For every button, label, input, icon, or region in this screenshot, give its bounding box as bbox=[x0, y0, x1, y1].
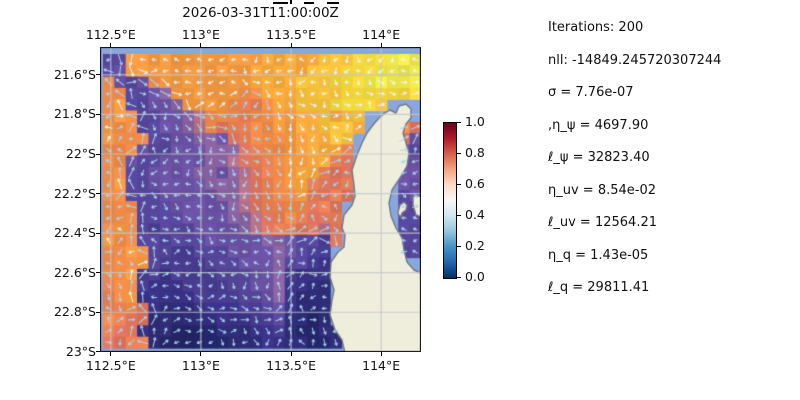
stat-line-3: ,η_ψ = 4697.90 bbox=[548, 117, 649, 133]
colorbar-tick-label: 0.4 bbox=[465, 207, 485, 222]
y-axis-tick-label: 23°S bbox=[65, 343, 96, 359]
y-axis-tick-label: 22.6°S bbox=[53, 264, 96, 280]
y-axis-tick bbox=[96, 193, 100, 195]
x-axis-tick-label-bottom: 113.5°E bbox=[266, 358, 317, 373]
y-axis-tick bbox=[96, 272, 100, 274]
y-axis-tick bbox=[96, 74, 100, 76]
x-axis-tick bbox=[290, 43, 292, 47]
y-axis-tick bbox=[96, 113, 100, 115]
colorbar-tick-label: 0.0 bbox=[465, 269, 485, 284]
stat-line-5: η_uv = 8.54e-02 bbox=[548, 182, 657, 198]
colorbar-tick bbox=[457, 183, 461, 185]
x-axis-tick-label-top: 114°E bbox=[362, 27, 401, 42]
y-axis-tick-label: 22.4°S bbox=[53, 225, 96, 241]
x-axis-tick-label-top: 113.5°E bbox=[266, 27, 317, 42]
colorbar-tick bbox=[457, 152, 461, 154]
y-axis-tick-label: 21.6°S bbox=[53, 66, 96, 82]
colorbar-tick-label: 0.6 bbox=[465, 176, 485, 191]
clipped-text-artifact bbox=[304, 2, 314, 4]
stat-line-2: σ = 7.76e-07 bbox=[548, 85, 634, 100]
stat-line-8: ℓ_q = 29811.41 bbox=[548, 280, 650, 295]
colorbar-tick-label: 0.2 bbox=[465, 238, 485, 253]
figure-title: 2026-03-31T11:00:00Z bbox=[182, 5, 339, 21]
stat-line-1: nll: -14849.245720307244 bbox=[548, 52, 722, 68]
clipped-text-artifact bbox=[327, 2, 339, 4]
stat-line-7: η_q = 1.43e-05 bbox=[548, 247, 649, 263]
stat-line-4: ℓ_ψ = 32823.40 bbox=[548, 150, 650, 165]
colorbar-tick bbox=[457, 121, 461, 123]
x-axis-tick bbox=[380, 352, 382, 356]
x-axis-tick-label-bottom: 112.5°E bbox=[85, 358, 136, 373]
x-axis-tick-label-top: 113°E bbox=[181, 27, 220, 42]
colorbar-tick bbox=[457, 214, 461, 216]
stat-line-6: ℓ_uv = 12564.21 bbox=[548, 215, 657, 230]
x-axis-tick bbox=[110, 43, 112, 47]
clipped-text-artifact bbox=[290, 0, 292, 4]
stats-panel: Iterations: 200 nll: -14849.245720307244 σ… bbox=[548, 0, 798, 400]
y-axis-tick-label: 21.8°S bbox=[53, 106, 96, 122]
x-axis-tick bbox=[200, 352, 202, 356]
colorbar-tick bbox=[457, 276, 461, 278]
colorbar-tick bbox=[457, 245, 461, 247]
x-axis-tick-label-bottom: 113°E bbox=[181, 358, 220, 373]
x-axis-tick bbox=[200, 43, 202, 47]
x-axis-tick bbox=[290, 352, 292, 356]
x-axis-tick-label-top: 112.5°E bbox=[85, 27, 136, 42]
y-axis-tick bbox=[96, 232, 100, 234]
stat-line-0: Iterations: 200 bbox=[548, 20, 644, 35]
y-axis-tick bbox=[96, 311, 100, 313]
clipped-text-artifact bbox=[273, 2, 288, 4]
map-canvas bbox=[100, 47, 421, 352]
y-axis-tick-label: 22°S bbox=[65, 146, 96, 161]
x-axis-tick-label-bottom: 114°E bbox=[362, 358, 401, 373]
colorbar-tick-label: 1.0 bbox=[465, 114, 485, 129]
colorbar-tick-label: 0.8 bbox=[465, 145, 485, 160]
y-axis-tick bbox=[96, 351, 100, 353]
y-axis-tick-label: 22.2°S bbox=[53, 185, 96, 201]
y-axis-tick-label: 22.8°S bbox=[53, 304, 96, 320]
colorbar bbox=[443, 122, 457, 279]
x-axis-tick bbox=[110, 352, 112, 356]
y-axis-tick bbox=[96, 153, 100, 155]
x-axis-tick bbox=[380, 43, 382, 47]
